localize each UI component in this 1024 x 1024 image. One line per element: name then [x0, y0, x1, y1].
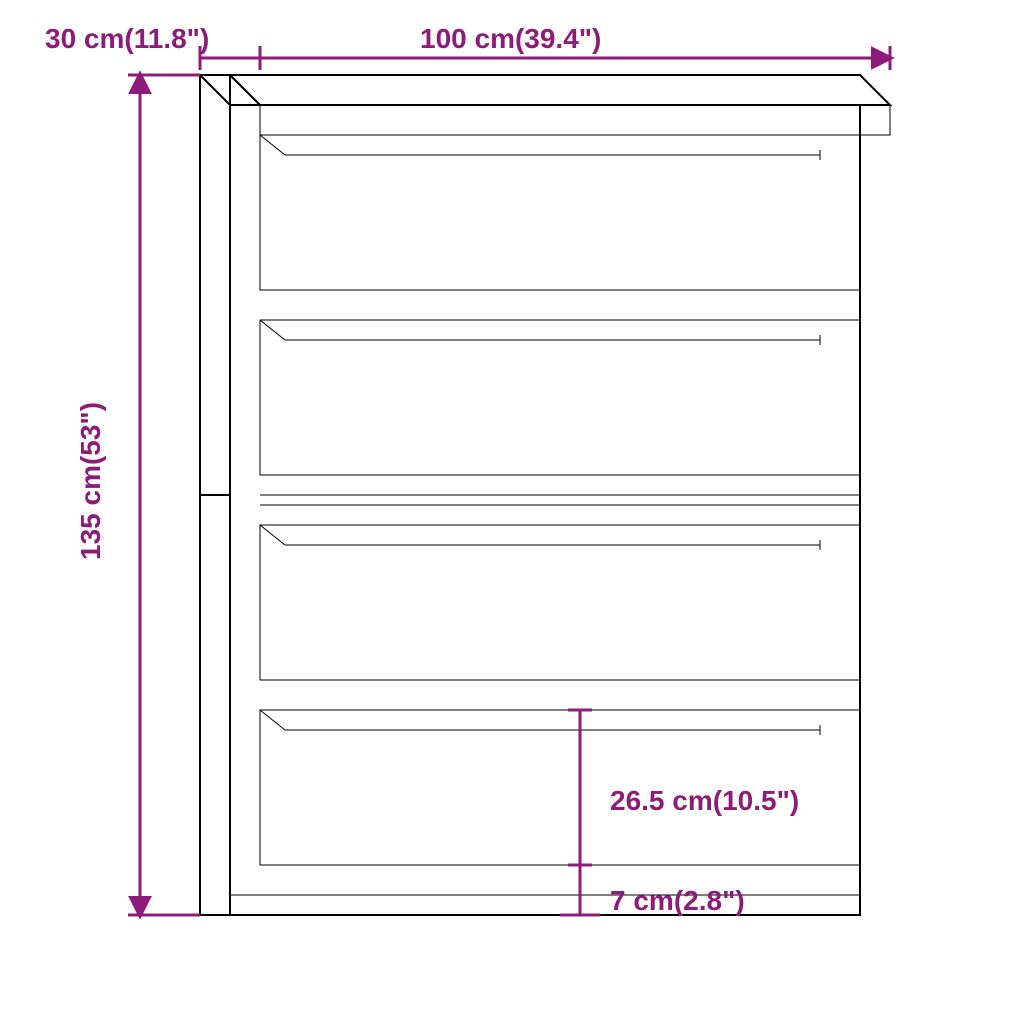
depth-line — [260, 135, 285, 155]
depth-line — [260, 710, 285, 730]
side-panel-bottom — [200, 495, 230, 915]
dimension-diagram: 30 cm(11.8") 100 cm(39.4") 135 cm(53") 26.5… — [0, 0, 1024, 1024]
depth-line — [260, 320, 285, 340]
top-face — [230, 75, 890, 105]
compartment — [260, 525, 860, 680]
label-width: 100 cm(39.4") — [420, 23, 601, 54]
compartment — [260, 320, 860, 475]
side-panel-top — [200, 75, 230, 495]
top-edge — [260, 105, 890, 135]
label-depth: 30 cm(11.8") — [45, 23, 209, 54]
compartment — [260, 135, 860, 290]
label-height: 135 cm(53") — [75, 402, 106, 560]
label-opening: 26.5 cm(10.5") — [610, 785, 799, 816]
label-base: 7 cm(2.8") — [610, 885, 745, 916]
depth-line — [260, 525, 285, 545]
dimension-labels: 30 cm(11.8") 100 cm(39.4") 135 cm(53") 26.5… — [45, 23, 799, 916]
